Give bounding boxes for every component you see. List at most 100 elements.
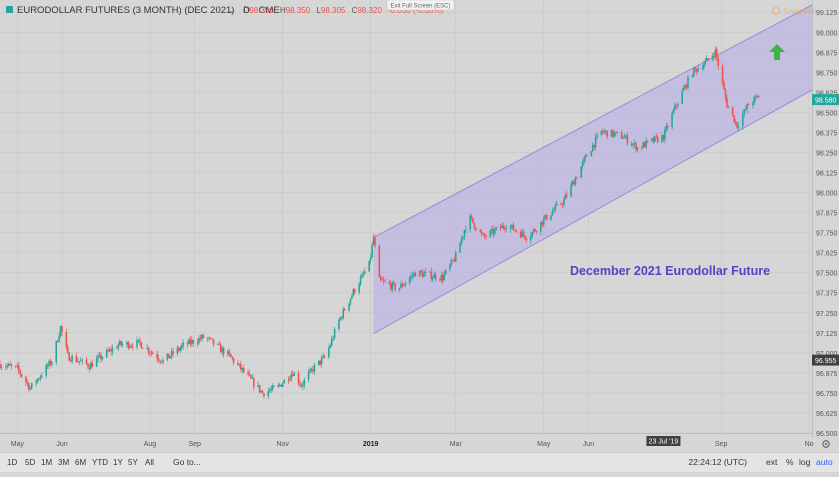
candle-body [176,347,179,354]
percent-toggle[interactable]: % [786,457,794,467]
candle-body [180,345,183,349]
channel-lower-line[interactable] [373,89,813,335]
price-tick-label: 98.500 [816,110,838,117]
candle-body [69,360,72,362]
exit-fullscreen-button[interactable]: Exit Full Screen (ESC) [386,0,455,11]
candle-body [401,283,404,287]
candle-body [320,357,323,365]
candle-body [45,365,47,376]
range-button-6m[interactable]: 6M [75,458,86,467]
candle-body [612,130,614,137]
candle-body [561,204,564,206]
candle-body [615,132,617,134]
candle-body [0,366,3,369]
candle-body [4,366,7,368]
candle-body [369,257,372,261]
settings-gear-icon[interactable] [822,440,830,448]
candle-body [182,342,184,346]
candle-body [535,230,538,232]
candle-body [364,271,366,274]
candle-body [652,138,655,142]
candle-body [705,57,708,61]
candle-body [66,347,69,353]
candle-body [118,341,121,345]
range-button-all[interactable]: All [145,458,154,467]
candle-body [394,283,396,290]
channel-upper-line[interactable] [373,4,813,238]
candle-body [721,66,724,83]
price-tick-label: 98.625 [816,90,838,97]
range-button-5y[interactable]: 5Y [128,458,138,467]
candle-body [757,96,760,98]
range-button-ytd[interactable]: YTD [92,458,108,467]
candle-body [150,352,153,354]
close-value: 98.320 [357,6,382,15]
candle-body [38,378,40,380]
candle-body [664,129,666,140]
candle-body [645,140,647,148]
candle-body [449,264,451,270]
interval[interactable]: D [243,5,250,16]
candle-body [10,365,13,367]
candle-body [362,273,365,275]
candle-body [746,104,748,110]
price-axis[interactable]: 96.500 96.625 96.750 96.875 97.000 97.125 97.2… [812,10,839,438]
candle-body [291,374,294,377]
candle-body [248,373,251,376]
range-button-1m[interactable]: 1M [41,458,52,467]
candle-body [400,283,402,288]
candle-body [222,347,225,355]
time-axis[interactable]: May Jun Aug Sep Nov 2019 Mar May Jun Sep No 23 Jul … [0,433,814,449]
exchange: CME [259,5,280,16]
snapshot-watermark: Snapshot [772,7,818,16]
symbol-name[interactable]: EURODOLLAR FUTURES (3 MONTH) (DEC 2021) [17,5,234,16]
candle-body [613,133,616,137]
candle-body [594,137,597,148]
candle-body [737,126,740,128]
range-button-5d[interactable]: 5D [25,458,35,467]
candle-body [65,332,68,348]
candle-body [117,344,120,349]
candle-body [61,326,63,333]
candle-body [87,363,89,368]
candle-body [423,273,425,277]
candle-body [495,227,497,230]
exit-fullscreen-label[interactable]: Exit Full Screen (ESC) [390,4,450,10]
candle-body [156,353,159,359]
candle-body [674,104,676,110]
range-button-3m[interactable]: 3M [58,458,69,467]
ext-toggle[interactable]: ext [766,457,778,467]
candle-body [701,68,704,69]
candle-body [371,244,373,258]
candle-body [333,329,336,339]
candle-body [430,271,433,280]
candle-body [754,96,757,98]
candle-body [146,347,148,349]
candle-body [641,147,643,149]
candle-body [521,231,523,238]
candle-body [107,350,109,352]
candle-body [505,228,508,230]
range-button-1y[interactable]: 1Y [113,458,123,467]
candle-body [532,229,535,233]
chart-annotation[interactable]: December 2021 Eurodollar Future [570,264,770,278]
auto-toggle[interactable]: auto [816,457,833,467]
candle-body [413,272,415,276]
candle-body [576,177,578,179]
candle-body [583,158,585,162]
range-button-1d[interactable]: 1D [7,458,17,467]
candle-body [131,345,134,348]
candle-body [687,77,689,88]
candle-body [111,347,114,352]
marker-price-tag: 96.955 [815,358,837,365]
candle-body [149,352,151,354]
log-toggle[interactable]: log [799,457,811,467]
chevron-down-icon[interactable]: ⌄ [228,6,235,15]
candle-body [384,280,386,282]
candle-body [353,289,356,293]
open-label: O [243,6,249,15]
price-tick-label: 96.875 [816,371,838,378]
candle-body [677,103,679,106]
goto-button[interactable]: Go to... [173,457,201,467]
